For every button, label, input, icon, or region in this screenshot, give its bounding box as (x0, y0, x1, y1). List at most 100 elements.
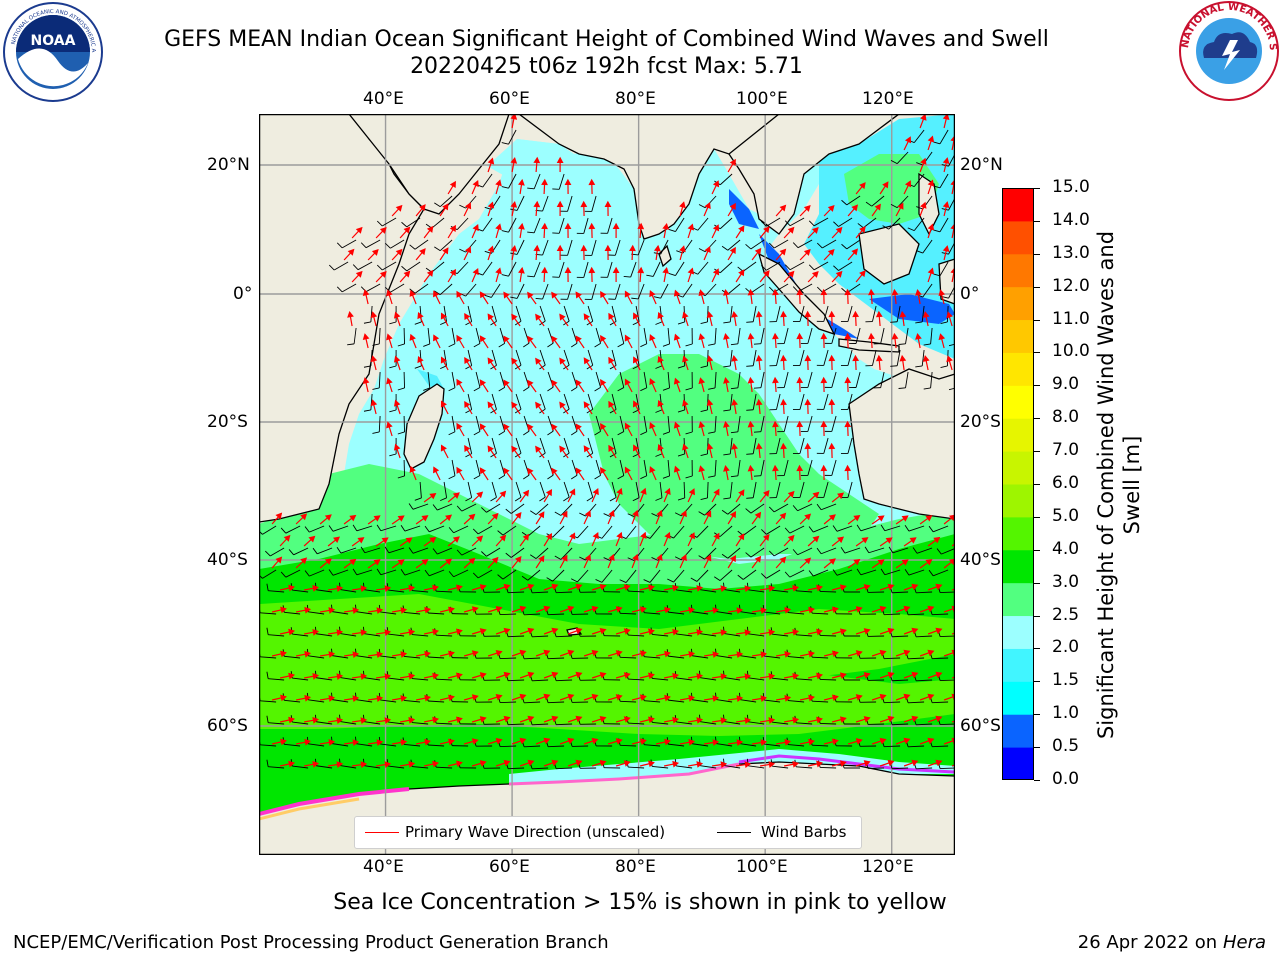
wind-barb-flag (816, 547, 822, 555)
wave-arrowhead (768, 673, 776, 680)
wave-arrowhead (868, 288, 875, 296)
wind-barb (436, 634, 453, 637)
wind-barb-flag (498, 474, 505, 480)
wave-arrowhead (379, 227, 387, 234)
wave-arrowhead (304, 738, 312, 746)
wind-barb (783, 459, 789, 476)
wind-barb (884, 613, 901, 616)
wind-barb-flag (816, 242, 823, 249)
wave-arrowhead (657, 443, 664, 451)
wave-arrowhead (855, 650, 863, 657)
right-lat-label: 40°S (960, 550, 1001, 570)
wave-arrowhead (887, 583, 895, 591)
wind-barb (796, 634, 813, 637)
wave-arrowhead (828, 310, 836, 318)
wave-arrowhead (336, 629, 344, 636)
wave-arrowhead (360, 629, 368, 637)
wind-barb (364, 589, 381, 593)
wave-arrowhead (662, 266, 670, 274)
wind-barb (380, 655, 397, 659)
wind-barb (752, 437, 757, 454)
wave-arrowhead (324, 558, 332, 565)
wind-barb (813, 261, 829, 271)
wave-arrowhead (792, 672, 800, 680)
wave-arrowhead (877, 559, 885, 566)
wave-arrowhead (328, 651, 336, 658)
wave-arrowhead (835, 270, 843, 278)
sea-ice-edge (260, 754, 954, 821)
wind-barb (872, 349, 877, 366)
wind-barb (750, 239, 765, 250)
wind-barb-flag (448, 343, 456, 348)
wind-barb-flag (401, 221, 408, 228)
wind-barb (649, 525, 661, 539)
wave-arrowhead (927, 737, 935, 745)
wave-arrowhead (779, 556, 787, 564)
wave-arrowhead (559, 357, 566, 365)
wind-barb (921, 305, 925, 322)
wave-arrowhead (615, 606, 623, 613)
wind-barb-flag (651, 557, 659, 561)
wind-barb (340, 633, 357, 637)
wave-arrowhead (820, 288, 828, 296)
wind-barb (908, 569, 925, 576)
wind-barb (467, 393, 473, 410)
wind-barb-flag (594, 386, 601, 392)
wind-barb (922, 239, 933, 254)
wind-barb (563, 481, 570, 498)
wind-barb-flag (685, 343, 693, 347)
wind-barb (820, 678, 837, 681)
wave-arrowhead (384, 717, 392, 724)
wind-barb-flag (530, 510, 537, 515)
wave-arrowhead (426, 225, 434, 233)
wind-barb (428, 700, 445, 703)
wind-barb (558, 173, 565, 190)
wind-barb-flag (336, 242, 343, 249)
wave-arrowhead (672, 628, 680, 636)
wind-barb (908, 701, 925, 704)
wave-arrowhead (639, 694, 647, 702)
wave-arrowhead (637, 222, 645, 230)
wind-barb-flag (923, 387, 931, 390)
wave-arrowhead (664, 606, 671, 614)
wave-arrowhead (386, 377, 393, 385)
colorbar-tick-mark (1034, 747, 1040, 749)
wave-arrowhead (608, 400, 615, 408)
wind-barb (619, 371, 625, 388)
wind-barb-flag (617, 387, 624, 392)
wind-barb-flag (490, 497, 497, 502)
wind-barb (587, 481, 594, 498)
wind-barb (948, 198, 954, 211)
wind-barb-flag (352, 568, 358, 576)
wind-barb (607, 261, 613, 278)
wave-arrowhead (503, 423, 510, 431)
wave-arrowhead (312, 585, 320, 592)
wind-barb-flag (312, 547, 318, 555)
wave-arrowhead (545, 488, 553, 497)
wind-barb (260, 612, 277, 615)
wind-barb-flag (527, 187, 535, 190)
wind-barb (707, 305, 709, 323)
wave-arrowhead (772, 288, 779, 296)
wind-barb (628, 722, 645, 725)
wind-barb-flag (376, 220, 383, 227)
wave-arrowhead (712, 607, 720, 614)
wave-arrowhead (863, 672, 871, 679)
wave-arrowhead (942, 157, 950, 164)
wind-barb (558, 217, 565, 234)
wave-arrowhead (792, 716, 800, 724)
wave-arrowhead (720, 585, 728, 592)
wave-arrowhead (713, 532, 720, 540)
left-lat-label: 0° (233, 284, 253, 304)
wind-barb (772, 765, 789, 769)
wind-barb (388, 765, 405, 769)
wave-arrowhead (535, 445, 542, 453)
wave-arrowhead (405, 537, 413, 544)
wave-arrowhead (897, 202, 904, 210)
wave-arrowhead (649, 290, 656, 298)
wave-arrowhead (455, 628, 463, 636)
wave-arrowhead (723, 289, 730, 296)
wind-barb (611, 481, 617, 498)
wind-barb-flag (260, 531, 263, 535)
wind-barb (750, 503, 765, 514)
